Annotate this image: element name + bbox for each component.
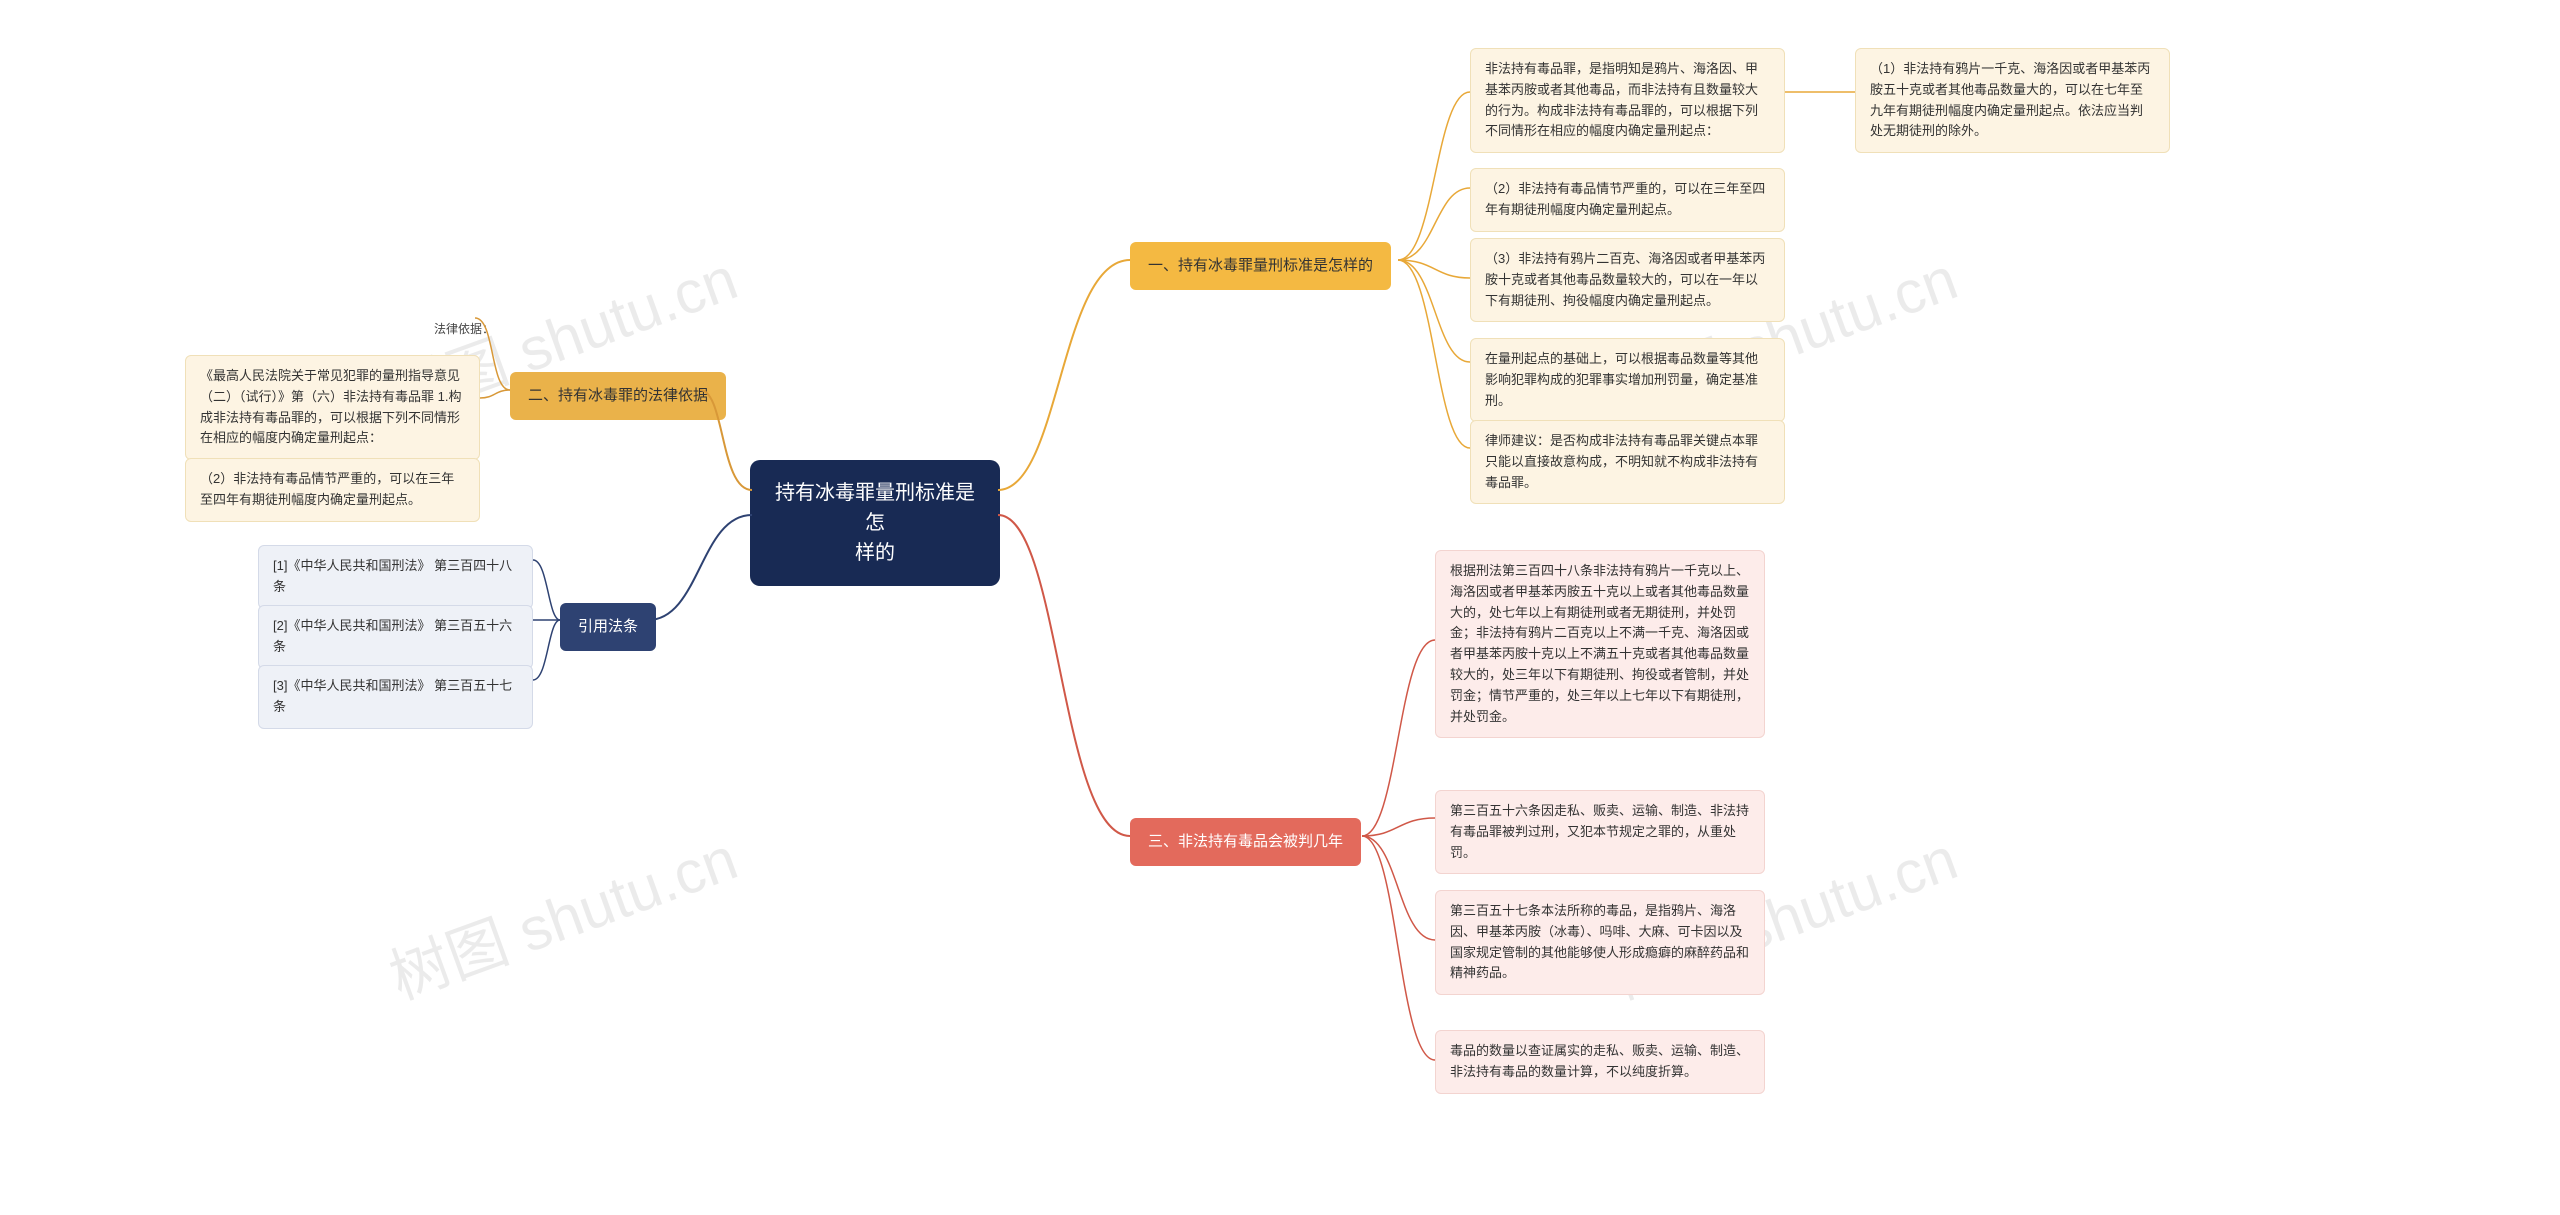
branch-2[interactable]: 二、持有冰毒罪的法律依据 [510, 372, 726, 420]
branch-4-child-2[interactable]: [2]《中华人民共和国刑法》 第三百五十六条 [258, 605, 533, 669]
branch-1[interactable]: 一、持有冰毒罪量刑标准是怎样的 [1130, 242, 1391, 290]
branch-4-child-3[interactable]: [3]《中华人民共和国刑法》 第三百五十七条 [258, 665, 533, 729]
branch-1-child-1-sub[interactable]: （1）非法持有鸦片一千克、海洛因或者甲基苯丙胺五十克或者其他毒品数量大的，可以在… [1855, 48, 2170, 153]
branch-2-child-1[interactable]: 《最高人民法院关于常见犯罪的量刑指导意见（二）（试行）》第（六）非法持有毒品罪 … [185, 355, 480, 460]
center-node[interactable]: 持有冰毒罪量刑标准是怎样的 [750, 460, 1000, 586]
branch-1-child-3[interactable]: （3）非法持有鸦片二百克、海洛因或者甲基苯丙胺十克或者其他毒品数量较大的，可以在… [1470, 238, 1785, 322]
branch-3[interactable]: 三、非法持有毒品会被判几年 [1130, 818, 1361, 866]
branch-2-child-1-sub2[interactable]: （2）非法持有毒品情节严重的，可以在三年至四年有期徒刑幅度内确定量刑起点。 [185, 458, 480, 522]
branch-1-child-1[interactable]: 非法持有毒品罪，是指明知是鸦片、海洛因、甲基苯丙胺或者其他毒品，而非法持有且数量… [1470, 48, 1785, 153]
branch-1-child-2[interactable]: （2）非法持有毒品情节严重的，可以在三年至四年有期徒刑幅度内确定量刑起点。 [1470, 168, 1785, 232]
branch-2-header: 法律依据： [420, 310, 508, 349]
branch-1-child-4[interactable]: 在量刑起点的基础上，可以根据毒品数量等其他影响犯罪构成的犯罪事实增加刑罚量，确定… [1470, 338, 1785, 422]
branch-3-child-2[interactable]: 第三百五十六条因走私、贩卖、运输、制造、非法持有毒品罪被判过刑，又犯本节规定之罪… [1435, 790, 1765, 874]
branch-3-child-1[interactable]: 根据刑法第三百四十八条非法持有鸦片一千克以上、海洛因或者甲基苯丙胺五十克以上或者… [1435, 550, 1765, 738]
watermark: 树图 shutu.cn [376, 810, 747, 1016]
branch-4[interactable]: 引用法条 [560, 603, 656, 651]
branch-3-child-4[interactable]: 毒品的数量以查证属实的走私、贩卖、运输、制造、非法持有毒品的数量计算，不以纯度折… [1435, 1030, 1765, 1094]
branch-4-child-1[interactable]: [1]《中华人民共和国刑法》 第三百四十八条 [258, 545, 533, 609]
branch-3-child-3[interactable]: 第三百五十七条本法所称的毒品，是指鸦片、海洛因、甲基苯丙胺（冰毒）、吗啡、大麻、… [1435, 890, 1765, 995]
branch-1-child-5[interactable]: 律师建议：是否构成非法持有毒品罪关键点本罪只能以直接故意构成，不明知就不构成非法… [1470, 420, 1785, 504]
